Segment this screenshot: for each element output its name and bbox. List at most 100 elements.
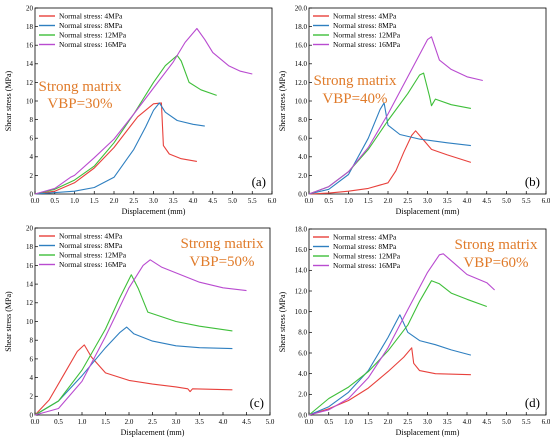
legend-entry-2: Normal stress: 8MPa bbox=[333, 242, 397, 251]
x-tick-label: 4.5 bbox=[482, 418, 491, 426]
y-tick-label: 16 bbox=[26, 42, 34, 50]
x-tick-label: 6.0 bbox=[268, 197, 277, 205]
series-line-4 bbox=[34, 259, 247, 416]
x-tick-label: 0.5 bbox=[324, 418, 333, 426]
x-tick-label: 1.0 bbox=[344, 418, 353, 426]
y-tick-label: 4 bbox=[30, 153, 34, 161]
x-tick-label: 2.0 bbox=[384, 418, 393, 426]
x-tick-label: 2.5 bbox=[403, 197, 412, 205]
y-tick-label: 16 bbox=[26, 262, 34, 270]
y-tick-label: 6.0 bbox=[298, 135, 307, 143]
x-tick-label: 0.0 bbox=[31, 418, 40, 426]
y-tick-label: 10 bbox=[26, 97, 34, 105]
series-line-3 bbox=[34, 54, 217, 195]
x-tick-label: 4.0 bbox=[463, 418, 472, 426]
chart-panel-3: 0.0 0.5 1.0 1.5 2.0 2.5 3.0 3.5 4.0 4.5 5.0 0 2 4 6 8 10… bbox=[4, 224, 275, 437]
x-tick-label: 3.0 bbox=[172, 418, 181, 426]
y-tick-label: 2.0 bbox=[298, 172, 307, 180]
series-line-1 bbox=[308, 130, 472, 195]
series-line-2 bbox=[308, 102, 471, 195]
x-tick-label: 2.5 bbox=[129, 197, 138, 205]
x-tick-label: 2.0 bbox=[125, 418, 134, 426]
y-tick-label: 8.0 bbox=[298, 329, 307, 337]
x-tick-label: 2.0 bbox=[110, 197, 119, 205]
x-tick-label: 3.0 bbox=[423, 197, 432, 205]
y-axis-label: Shear stress (MPa) bbox=[4, 291, 13, 352]
legend-entry-3: Normal stress: 12MPa bbox=[333, 252, 401, 261]
x-tick-label: 5.5 bbox=[522, 418, 531, 426]
y-tick-label: 12.0 bbox=[295, 287, 308, 295]
annotation-line-2: VBP=40% bbox=[322, 91, 387, 107]
x-tick-label: 5.0 bbox=[266, 418, 275, 426]
y-axis-label: Shear stress (MPa) bbox=[4, 70, 13, 131]
x-tick-label: 3.5 bbox=[169, 197, 178, 205]
series-line-3 bbox=[34, 274, 233, 416]
y-tick-label: 10 bbox=[26, 318, 34, 326]
y-axis-label: Shear stress (MPa) bbox=[278, 70, 287, 131]
y-tick-label: 16.0 bbox=[295, 42, 308, 50]
y-tick-label: 16.0 bbox=[295, 246, 308, 254]
y-tick-label: 14.0 bbox=[295, 267, 308, 275]
series-line-2 bbox=[34, 102, 205, 195]
annotation-line-1: Strong matrix bbox=[39, 79, 122, 95]
x-tick-label: 5.0 bbox=[502, 197, 511, 205]
x-tick-label: 0.0 bbox=[305, 418, 314, 426]
y-tick-label: 4 bbox=[30, 374, 34, 382]
y-tick-label: 6.0 bbox=[298, 349, 307, 357]
y-tick-label: 14.0 bbox=[295, 60, 308, 68]
legend-entry-3: Normal stress: 12MPa bbox=[333, 31, 401, 40]
x-tick-label: 1.0 bbox=[78, 418, 87, 426]
annotation-line-1: Strong matrix bbox=[455, 237, 538, 253]
y-tick-label: 0 bbox=[30, 190, 34, 198]
x-tick-label: 3.0 bbox=[149, 197, 158, 205]
x-tick-label: 5.5 bbox=[522, 197, 531, 205]
annotation-line-1: Strong matrix bbox=[181, 236, 264, 252]
y-tick-label: 18 bbox=[26, 23, 34, 31]
y-tick-label: 4.0 bbox=[298, 153, 307, 161]
legend-entry-2: Normal stress: 8MPa bbox=[59, 241, 123, 250]
y-tick-label: 14 bbox=[26, 60, 34, 68]
legend-entry-1: Normal stress: 4MPa bbox=[59, 232, 123, 241]
chart-panel-1: 0.0 0.5 1.0 1.5 2.0 2.5 3.0 3.5 4.0 4.5 5.0 5.5 6.0 0… bbox=[4, 4, 277, 216]
y-tick-label: 10.0 bbox=[295, 97, 308, 105]
series-line-2 bbox=[308, 314, 472, 416]
panel-label: (b) bbox=[525, 174, 540, 189]
y-tick-label: 0.0 bbox=[298, 411, 307, 419]
x-tick-label: 4.0 bbox=[219, 418, 228, 426]
x-tick-label: 1.5 bbox=[101, 418, 110, 426]
x-tick-label: 3.5 bbox=[443, 197, 452, 205]
x-tick-label: 5.0 bbox=[228, 197, 237, 205]
series-line-1 bbox=[34, 344, 233, 416]
y-tick-label: 2.0 bbox=[298, 391, 307, 399]
series-line-4 bbox=[308, 253, 495, 416]
y-tick-label: 12 bbox=[26, 299, 34, 307]
legend-entry-4: Normal stress: 16MPa bbox=[59, 260, 127, 269]
series-line-3 bbox=[308, 280, 487, 416]
x-tick-label: 1.5 bbox=[90, 197, 99, 205]
x-tick-label: 4.5 bbox=[482, 197, 491, 205]
annotation-line-2: VBP=30% bbox=[47, 96, 112, 112]
x-axis-label: Displacement (mm) bbox=[396, 207, 460, 216]
series-line-1 bbox=[34, 102, 197, 195]
x-tick-label: 2.5 bbox=[403, 418, 412, 426]
y-tick-label: 18 bbox=[26, 243, 34, 251]
panel-label: (a) bbox=[252, 174, 266, 189]
legend-entry-1: Normal stress: 4MPa bbox=[333, 12, 397, 21]
x-tick-label: 3.5 bbox=[443, 418, 452, 426]
y-tick-label: 8.0 bbox=[298, 116, 307, 124]
y-tick-label: 18.0 bbox=[295, 225, 308, 233]
x-tick-label: 0.5 bbox=[50, 197, 59, 205]
legend-entry-1: Normal stress: 4MPa bbox=[333, 233, 397, 242]
series-line-2 bbox=[34, 326, 233, 416]
x-tick-label: 6.0 bbox=[542, 418, 550, 426]
legend-entry-3: Normal stress: 12MPa bbox=[59, 31, 127, 40]
x-tick-label: 1.0 bbox=[344, 197, 353, 205]
legend-entry-4: Normal stress: 16MPa bbox=[333, 261, 401, 270]
x-tick-label: 0.0 bbox=[305, 197, 314, 205]
x-tick-label: 6.0 bbox=[542, 197, 550, 205]
legend-entry-3: Normal stress: 12MPa bbox=[59, 251, 127, 260]
x-tick-label: 0.5 bbox=[54, 418, 63, 426]
x-tick-label: 1.5 bbox=[364, 418, 373, 426]
x-tick-label: 1.5 bbox=[364, 197, 373, 205]
